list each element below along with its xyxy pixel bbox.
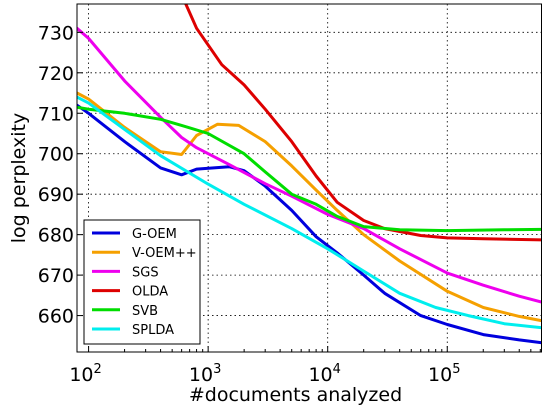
x-tick-exponent: 4 [333, 362, 341, 377]
x-tick-label: 102 [69, 362, 101, 386]
x-tick-base: 10 [428, 364, 452, 386]
legend-box [83, 219, 201, 345]
legend-label-sgs: SGS [132, 265, 159, 280]
y-tick-label: 670 [38, 265, 74, 287]
x-axis-title: #documents analyzed [189, 384, 402, 406]
legend-label-svb: SVB [132, 304, 158, 319]
legend-label-olda: OLDA [132, 285, 168, 300]
legend-label-splda: SPLDA [132, 323, 174, 338]
x-tick-base: 10 [189, 364, 213, 386]
y-tick-label: 720 [38, 63, 74, 85]
series-line-sgs [77, 26, 542, 304]
series-line-splda [77, 95, 542, 330]
legend-label-g-oem: G-OEM [132, 227, 177, 242]
y-tick-label: 700 [38, 144, 74, 166]
x-tick-label: 104 [308, 362, 340, 386]
y-axis-title: log perplexity [8, 113, 30, 243]
y-tick-label: 660 [38, 306, 74, 328]
legend-label-v-oem-: V-OEM++ [132, 246, 197, 261]
x-tick-base: 10 [69, 364, 93, 386]
series-line-svb [77, 105, 542, 233]
x-tick-label: 103 [189, 362, 221, 386]
x-tick-base: 10 [308, 364, 332, 386]
y-tick-label: 680 [38, 225, 74, 247]
x-tick-exponent: 2 [94, 362, 102, 377]
x-tick-label: 105 [428, 362, 460, 386]
legend: G-OEM V-OEM++ SGS OLDA SVB SPLDA [83, 219, 201, 345]
x-tick-exponent: 5 [452, 362, 460, 377]
y-tick-label: 690 [38, 184, 74, 206]
series-line-olda [184, 4, 542, 242]
series-line-v-oem- [77, 91, 542, 323]
y-tick-label: 710 [38, 103, 74, 125]
x-tick-exponent: 3 [213, 362, 221, 377]
series-line-g-oem [77, 103, 542, 345]
y-tick-label: 730 [38, 22, 74, 44]
series-layer [77, 4, 542, 345]
